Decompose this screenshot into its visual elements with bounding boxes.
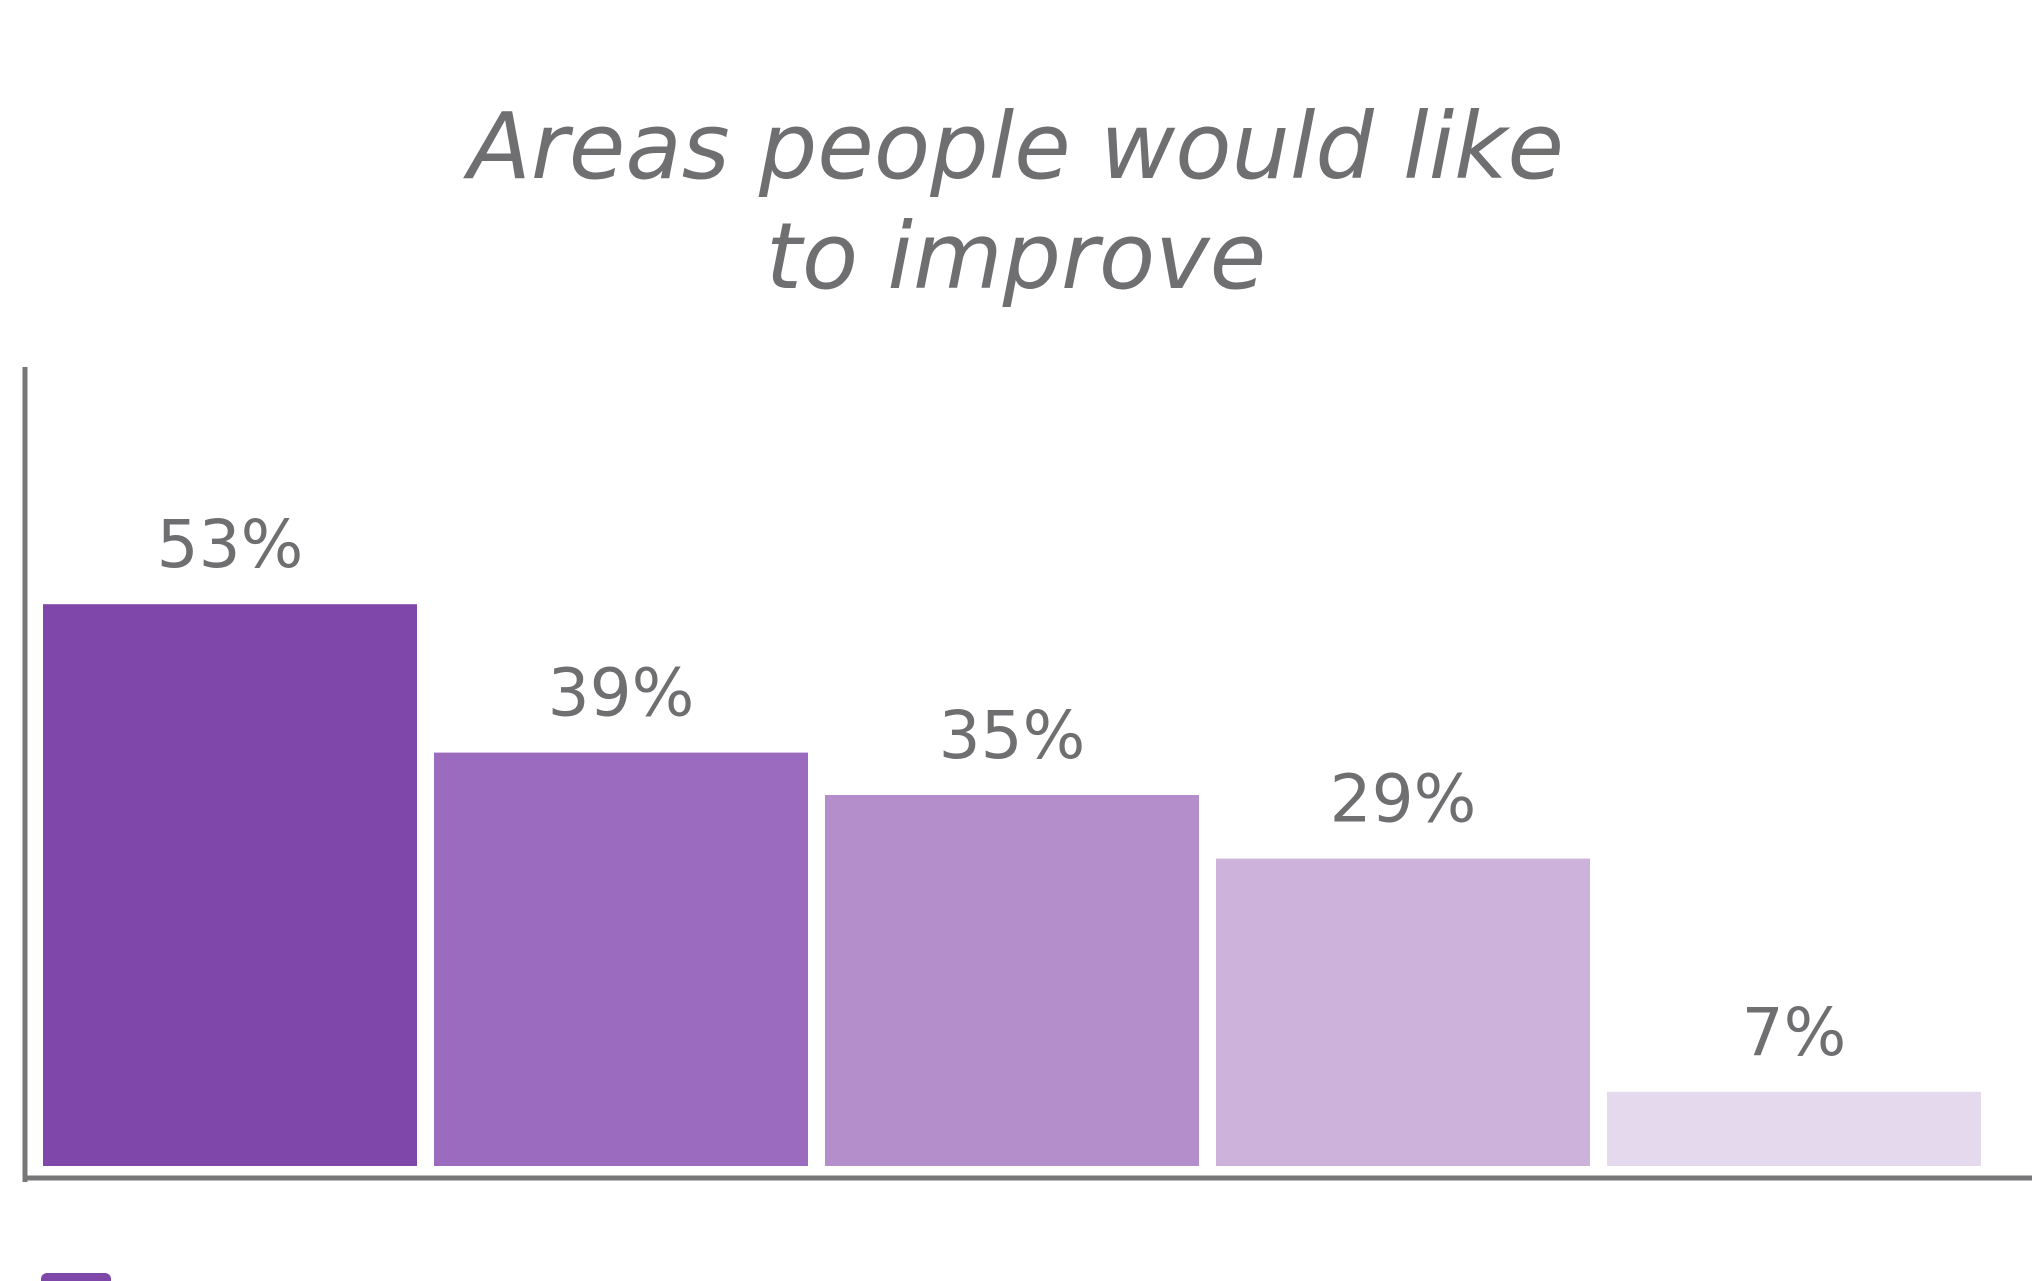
chart-title: Areas people would like to improve	[0, 92, 2032, 312]
bar-4	[1216, 858, 1590, 1166]
value-labels-group: 53% 39% 35% 29% 7%	[157, 506, 1847, 1071]
data-label-2: 39%	[548, 655, 695, 732]
data-label-5: 7%	[1742, 994, 1847, 1071]
data-label-3: 35%	[939, 697, 1086, 774]
chart-title-line-2: to improve	[765, 203, 1267, 310]
data-label-4: 29%	[1330, 761, 1477, 838]
bars-group	[43, 604, 1981, 1166]
chart-title-line-1: Areas people would like	[467, 93, 1565, 200]
bar-3	[825, 795, 1199, 1166]
data-label-1: 53%	[157, 506, 304, 583]
bar-5	[1607, 1091, 1981, 1166]
bar-2	[434, 752, 808, 1166]
legend-swatch	[41, 1273, 111, 1281]
bar-1	[43, 604, 417, 1166]
